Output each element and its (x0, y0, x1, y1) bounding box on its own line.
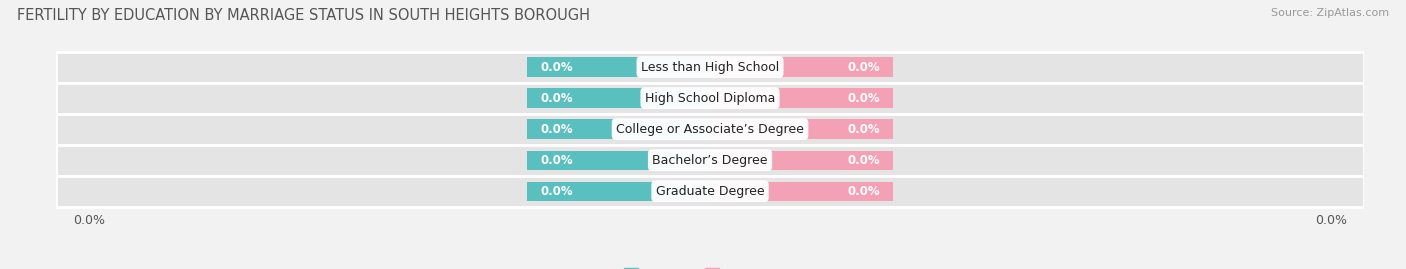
Bar (710, 182, 893, 201)
Text: Graduate Degree: Graduate Degree (655, 185, 765, 198)
Bar (56, 145, 1364, 176)
Text: Source: ZipAtlas.com: Source: ZipAtlas.com (1271, 8, 1389, 18)
Bar (527, 119, 710, 139)
Bar (527, 182, 710, 201)
Bar (527, 151, 710, 170)
Text: 0.0%: 0.0% (540, 123, 572, 136)
Text: High School Diploma: High School Diploma (645, 91, 775, 105)
Bar (56, 52, 1364, 83)
Bar (56, 83, 1364, 114)
Text: 0.0%: 0.0% (848, 123, 880, 136)
Text: 0.0%: 0.0% (848, 61, 880, 73)
Bar (710, 151, 893, 170)
Bar (527, 89, 710, 108)
Text: 0.0%: 0.0% (848, 91, 880, 105)
Text: FERTILITY BY EDUCATION BY MARRIAGE STATUS IN SOUTH HEIGHTS BOROUGH: FERTILITY BY EDUCATION BY MARRIAGE STATU… (17, 8, 591, 23)
Text: 0.0%: 0.0% (540, 185, 572, 198)
Bar (710, 119, 893, 139)
Text: 0.0%: 0.0% (540, 154, 572, 167)
Text: College or Associate’s Degree: College or Associate’s Degree (616, 123, 804, 136)
Bar (710, 57, 893, 77)
Text: 0.0%: 0.0% (540, 61, 572, 73)
Bar (710, 89, 893, 108)
Bar (56, 114, 1364, 145)
Text: 0.0%: 0.0% (848, 185, 880, 198)
Text: Bachelor’s Degree: Bachelor’s Degree (652, 154, 768, 167)
Text: 0.0%: 0.0% (540, 91, 572, 105)
Legend: Married, Unmarried: Married, Unmarried (619, 263, 801, 269)
Text: Less than High School: Less than High School (641, 61, 779, 73)
Bar (56, 176, 1364, 207)
Text: 0.0%: 0.0% (848, 154, 880, 167)
Bar (527, 57, 710, 77)
